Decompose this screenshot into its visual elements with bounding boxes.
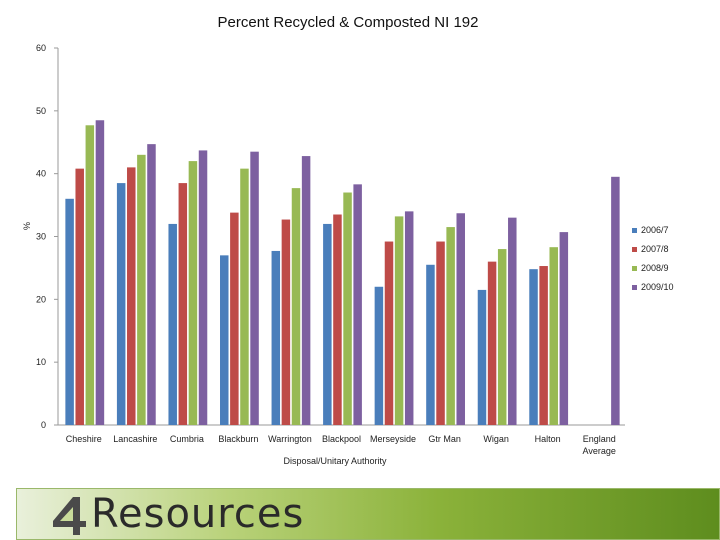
- bar: [333, 214, 342, 425]
- x-tick-label: Gtr Man: [428, 434, 461, 444]
- bar: [477, 289, 487, 425]
- brand-mark-4: [53, 497, 86, 535]
- bar: [539, 266, 548, 425]
- y-tick-label: 60: [36, 43, 46, 53]
- bar: [291, 188, 301, 425]
- bar: [384, 241, 394, 425]
- legend-item: 2009/10: [632, 282, 712, 292]
- bar: [301, 156, 311, 425]
- chart-title: Percent Recycled & Composted NI 192: [217, 14, 479, 31]
- x-tick-label: Lancashire: [113, 434, 157, 444]
- x-tick-label: Halton: [535, 434, 561, 444]
- bar: [240, 168, 249, 425]
- bar-chart: 0 10 20 30 40 50 60 Cheshire Lancashire Cumbria Bl…: [36, 43, 625, 456]
- bar: [404, 211, 414, 425]
- bar: [529, 269, 538, 425]
- legend-item: 2007/8: [632, 244, 712, 254]
- y-tick-label: 20: [36, 294, 46, 304]
- bar: [394, 216, 404, 425]
- brand-banner: Resources: [16, 488, 720, 540]
- y-tick-label: 50: [36, 106, 46, 116]
- bar: [343, 192, 352, 425]
- bar: [487, 261, 497, 425]
- bar: [446, 227, 455, 425]
- bar: [137, 154, 146, 426]
- x-tick-label: Warrington: [268, 434, 312, 444]
- bar: [230, 212, 239, 425]
- legend-item: 2006/7: [632, 225, 712, 235]
- legend: 2006/7 2007/8 2008/9 2009/10: [632, 225, 712, 301]
- x-tick-label: Cheshire: [66, 434, 102, 444]
- bar: [353, 184, 362, 425]
- bar: [95, 120, 105, 425]
- brand-name: Resources: [91, 491, 305, 537]
- bar: [549, 247, 558, 425]
- bar: [426, 264, 435, 425]
- bar: [281, 219, 291, 425]
- bar: [508, 217, 517, 425]
- x-tick-label: Wigan: [483, 434, 509, 444]
- bar: [65, 198, 74, 425]
- x-tick-label: Average: [583, 446, 616, 456]
- bar: [168, 223, 177, 425]
- bar: [198, 150, 208, 425]
- bar: [127, 167, 136, 425]
- bar: [147, 144, 156, 425]
- legend-label: 2009/10: [641, 282, 674, 292]
- x-tick-label: England: [583, 434, 616, 444]
- legend-swatch: [632, 227, 637, 233]
- bar: [75, 168, 84, 425]
- bar: [250, 151, 259, 426]
- y-axis-label: %: [22, 221, 32, 230]
- y-tick-label: 10: [36, 357, 46, 367]
- bar: [497, 249, 507, 425]
- y-tick-label: 40: [36, 169, 46, 179]
- y-tick-label: 0: [41, 420, 46, 430]
- legend-label: 2007/8: [641, 244, 669, 254]
- bar: [611, 176, 620, 425]
- bar: [436, 241, 445, 425]
- bar: [178, 183, 188, 425]
- bar: [116, 183, 126, 425]
- bar: [85, 125, 95, 425]
- x-tick-label: Blackpool: [322, 434, 361, 444]
- legend-swatch: [632, 265, 637, 271]
- bar: [374, 286, 384, 425]
- legend-item: 2008/9: [632, 263, 712, 273]
- bar: [220, 255, 229, 425]
- legend-label: 2006/7: [641, 225, 669, 235]
- bar: [271, 250, 281, 425]
- legend-label: 2008/9: [641, 263, 669, 273]
- x-tick-label: Cumbria: [170, 434, 204, 444]
- bar: [559, 232, 569, 425]
- bar: [188, 161, 198, 425]
- bar: [456, 213, 465, 425]
- legend-swatch: [632, 246, 637, 252]
- bar: [323, 223, 332, 425]
- y-tick-label: 30: [36, 232, 46, 242]
- x-axis-label: Disposal/Unitary Authority: [283, 456, 387, 466]
- x-tick-label: Blackburn: [218, 434, 258, 444]
- legend-swatch: [632, 284, 637, 290]
- x-tick-label: Merseyside: [370, 434, 416, 444]
